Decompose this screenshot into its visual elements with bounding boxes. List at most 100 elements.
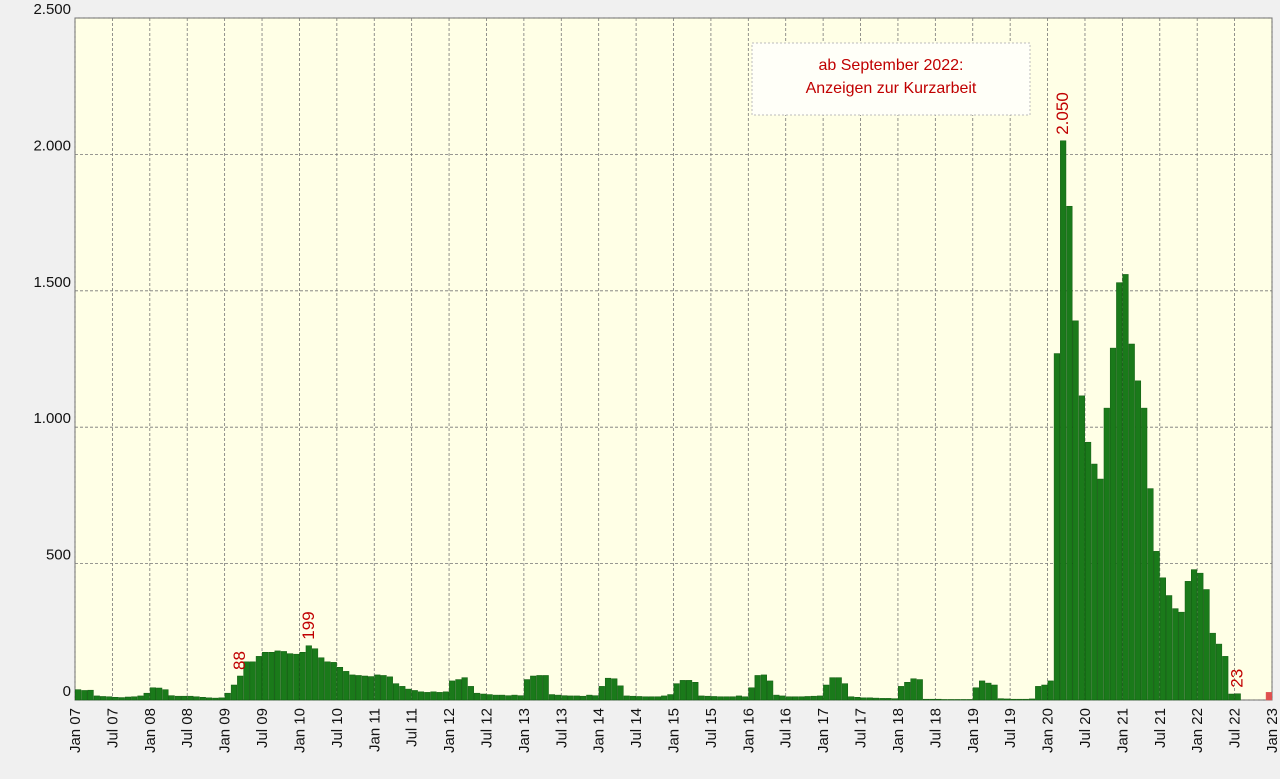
- labels: 88 199 2.050 23: [230, 92, 1247, 688]
- x-tick-label: Jul 11: [404, 708, 421, 747]
- x-tick-label: Jan 13: [516, 708, 533, 753]
- x-tick-label: Jul 08: [179, 708, 196, 748]
- bar: [1209, 632, 1216, 701]
- bar: [586, 694, 593, 701]
- bar: [979, 680, 986, 701]
- bar: [941, 699, 948, 701]
- bar: [642, 696, 649, 701]
- y-tick-label: 500: [46, 547, 71, 564]
- y-tick-label: 1.000: [33, 410, 71, 427]
- data-label: 199: [299, 611, 318, 639]
- bar: [505, 695, 512, 701]
- bar: [785, 696, 792, 701]
- bars: [75, 140, 1272, 701]
- bar: [361, 675, 368, 701]
- bar: [922, 698, 930, 701]
- bar: [536, 675, 543, 701]
- bar: [792, 696, 799, 701]
- bar: [767, 680, 774, 701]
- bar: [124, 696, 132, 701]
- bar: [511, 694, 518, 701]
- bar: [835, 677, 842, 701]
- x-tick-label: Jan 21: [1114, 708, 1131, 753]
- bar: [710, 696, 718, 701]
- bar: [1265, 692, 1272, 701]
- x-tick-label: Jul 07: [104, 708, 121, 748]
- bar: [673, 683, 680, 701]
- bar: [1097, 478, 1104, 701]
- bar: [810, 695, 817, 701]
- bar: [149, 687, 156, 701]
- bar: [274, 650, 281, 701]
- bar: [667, 694, 674, 701]
- bar: [654, 696, 661, 701]
- bar: [686, 680, 693, 701]
- bar: [299, 652, 306, 701]
- bar: [318, 657, 325, 701]
- bar: [1078, 395, 1085, 701]
- bar: [604, 677, 612, 701]
- bar: [804, 696, 811, 701]
- bar: [636, 696, 643, 701]
- bar: [449, 680, 456, 701]
- bar: [617, 685, 624, 701]
- bar: [860, 697, 867, 701]
- bar: [517, 695, 524, 701]
- x-tick-label: Jul 18: [927, 708, 944, 748]
- bar: [255, 656, 262, 701]
- bar: [480, 693, 487, 701]
- bar: [374, 674, 381, 701]
- bar: [910, 678, 917, 701]
- bar: [548, 694, 555, 701]
- bar: [904, 682, 911, 701]
- x-tick-label: Jan 14: [591, 708, 608, 753]
- bar: [916, 679, 923, 701]
- bar: [249, 661, 256, 701]
- x-tick-label: Jan 18: [890, 708, 907, 753]
- bar: [692, 682, 699, 701]
- bar: [199, 697, 206, 701]
- bar: [1141, 407, 1148, 701]
- y-tick-label: 0: [63, 683, 71, 700]
- x-tick-label: Jul 21: [1152, 708, 1169, 748]
- bar: [137, 695, 144, 701]
- bar: [268, 652, 275, 701]
- x-tick-label: Jan 07: [67, 708, 84, 753]
- bar: [417, 691, 425, 701]
- x-tick-label: Jan 12: [441, 708, 458, 753]
- bar: [324, 661, 331, 701]
- bar: [661, 695, 668, 701]
- bar: [1060, 140, 1067, 701]
- bar: [287, 653, 294, 701]
- bar: [729, 696, 736, 701]
- y-tick-label: 2.000: [33, 137, 71, 154]
- bar: [112, 697, 119, 701]
- bar: [623, 695, 630, 701]
- bar: [156, 687, 163, 701]
- bar: [1134, 380, 1142, 701]
- bar: [580, 695, 587, 701]
- y-tick-label: 2.500: [33, 1, 71, 18]
- bar: [748, 687, 755, 701]
- x-tick-label: Jan 11: [366, 708, 383, 752]
- bar: [174, 695, 181, 701]
- bar: [205, 697, 213, 701]
- bar: [461, 677, 468, 701]
- bar: [81, 690, 88, 701]
- bar: [218, 697, 225, 701]
- bar: [75, 689, 82, 701]
- bar: [611, 678, 618, 701]
- data-label: 88: [230, 651, 249, 670]
- bar: [162, 689, 169, 701]
- bar: [1184, 581, 1191, 701]
- bar: [1016, 698, 1023, 701]
- bar: [854, 697, 861, 701]
- x-tick-label: Jan 15: [666, 708, 683, 753]
- x-tick-label: Jan 23: [1264, 708, 1280, 753]
- bar: [972, 687, 979, 701]
- bar: [143, 692, 150, 701]
- bar: [467, 686, 474, 701]
- y-tick-label: 1.500: [33, 274, 71, 291]
- bar: [486, 694, 493, 701]
- bar: [118, 697, 125, 701]
